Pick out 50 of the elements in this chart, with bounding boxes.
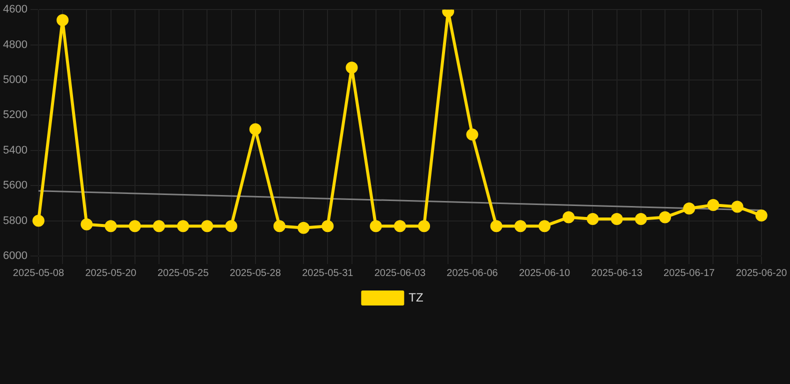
point [177, 220, 190, 232]
point [538, 220, 551, 232]
point [32, 214, 44, 227]
point [56, 14, 69, 26]
point [490, 220, 502, 232]
point [707, 198, 720, 211]
x-tick-label: 2025-05-28 [230, 268, 282, 279]
point [370, 220, 382, 232]
point [659, 211, 672, 224]
point [683, 202, 696, 214]
x-tick-label: 2025-06-17 [664, 268, 716, 279]
point [104, 220, 117, 232]
y-tick-label: 5800 [2, 214, 28, 227]
y-tick-label: 5400 [2, 144, 28, 156]
point [225, 220, 238, 232]
x-tick-label: 2025-05-31 [302, 268, 354, 279]
point [128, 220, 141, 232]
point [755, 210, 768, 222]
point [418, 220, 430, 232]
point [322, 220, 334, 232]
x-tick-label: 2025-06-10 [518, 268, 571, 279]
x-tick-label: 2025-06-06 [446, 268, 498, 279]
y-tick-label: 4600 [2, 4, 28, 16]
point [273, 220, 286, 232]
x-tick-label: 2025-06-20 [736, 268, 788, 279]
x-tick-label: 2025-05-20 [85, 268, 137, 279]
point [201, 220, 214, 232]
x-tick-label: 2025-05-08 [12, 268, 64, 279]
point [80, 218, 93, 230]
point [394, 220, 406, 232]
point [466, 128, 478, 141]
point [514, 220, 526, 232]
y-tick-label: 5600 [2, 180, 28, 192]
x-tick-label: 2025-05-25 [157, 268, 210, 279]
legend-label: TZ [408, 290, 424, 304]
point [152, 220, 165, 232]
point [731, 200, 744, 213]
point [562, 211, 575, 224]
x-tick-label: 2025-06-13 [591, 268, 643, 279]
y-tick-label: 5200 [2, 109, 28, 122]
y-tick-label: 4800 [2, 38, 28, 51]
y-tick-label: 6000 [2, 250, 28, 262]
point [586, 213, 599, 226]
point [634, 213, 647, 226]
point [346, 62, 358, 74]
x-tick-label: 2025-06-03 [374, 268, 426, 279]
point [610, 213, 623, 226]
point [298, 222, 310, 234]
y-tick-label: 5000 [2, 74, 28, 86]
point [249, 123, 262, 136]
